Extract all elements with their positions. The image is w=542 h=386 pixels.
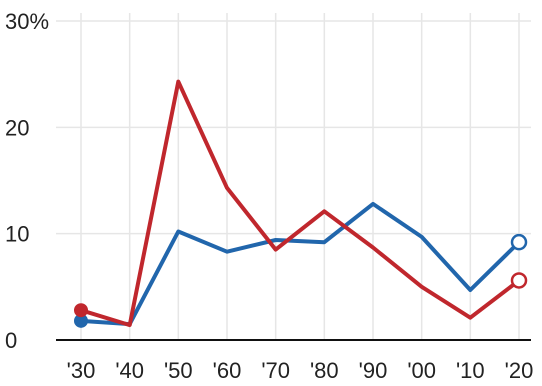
y-tick-label: 30% xyxy=(5,9,49,34)
y-tick-label: 10 xyxy=(5,222,29,247)
grid xyxy=(56,13,531,341)
series-layer xyxy=(74,79,528,328)
series-end-marker xyxy=(510,272,528,289)
y-axis-ticks: 0 10 20 30% xyxy=(5,9,49,353)
x-tick-label: '30 xyxy=(67,358,96,383)
x-tick-label: '90 xyxy=(359,358,388,383)
series-start-marker xyxy=(74,313,88,328)
series-end-marker xyxy=(510,233,528,251)
x-tick-label: '60 xyxy=(213,358,242,383)
series-start-marker xyxy=(74,303,88,318)
x-tick-label: '00 xyxy=(407,358,436,383)
x-tick-label: '40 xyxy=(115,358,144,383)
y-tick-label: 0 xyxy=(5,328,17,353)
x-tick-label: '80 xyxy=(310,358,339,383)
x-axis-ticks: '30 '40 '50 '60 '70 '80 '90 '00 '10 '20 xyxy=(67,358,534,383)
x-tick-label: '20 xyxy=(505,358,534,383)
x-tick-label: '70 xyxy=(261,358,290,383)
y-tick-label: 20 xyxy=(5,115,29,140)
series-line-1 xyxy=(79,201,521,327)
x-tick-label: '10 xyxy=(456,358,485,383)
x-tick-label: '50 xyxy=(164,358,193,383)
series-line-2 xyxy=(79,79,521,328)
